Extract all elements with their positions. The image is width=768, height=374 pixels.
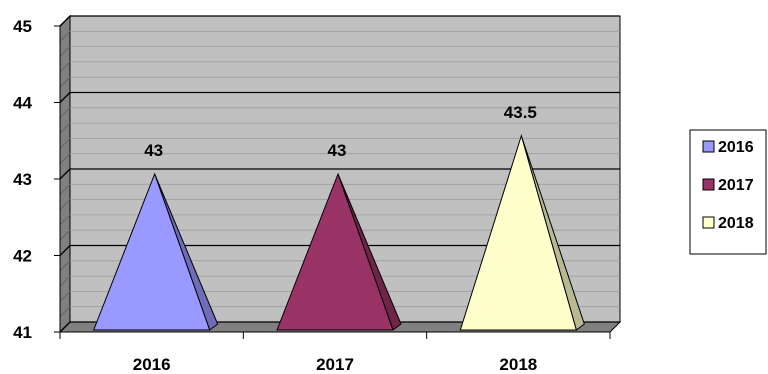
y-tick-label: 41: [13, 323, 32, 342]
legend-label-2016: 2016: [718, 139, 754, 156]
gridline-minor-side: [59, 199, 71, 210]
pyramid-front-face: [92, 172, 211, 331]
gridline-minor-side: [59, 275, 71, 287]
y-tick-label: 44: [13, 94, 32, 113]
gridline-minor-side: [59, 229, 71, 241]
legend-label-2018: 2018: [718, 215, 754, 232]
gridline-minor-side: [59, 214, 71, 226]
gridline-minor-side: [59, 153, 71, 164]
gridline-minor-side: [59, 46, 71, 57]
legend-swatch-2017: [702, 178, 715, 191]
pyramid-front-face: [459, 134, 577, 331]
data-label-2018: 43.5: [504, 103, 537, 122]
legend-swatch-2018: [702, 216, 715, 229]
y-tick-label: 43: [13, 170, 32, 189]
pyramid-2017: [276, 172, 402, 331]
data-label-2017: 43: [328, 141, 347, 160]
x-axis: 2016 2017 2018: [59, 331, 611, 374]
data-label-2016: 43: [144, 141, 163, 160]
x-tick-label: 2016: [133, 355, 171, 374]
gridline-minor-side: [59, 306, 71, 317]
gridline-major-side: [59, 92, 71, 103]
pyramid-2016: [92, 172, 219, 331]
gridline-minor-side: [59, 31, 71, 42]
gridline-minor-side: [59, 184, 71, 195]
gridline-major-side: [59, 321, 71, 333]
x-tick-label: 2017: [316, 355, 354, 374]
gridline-major-side: [59, 245, 71, 256]
gridline-major-side: [59, 168, 71, 180]
legend-swatch-2016: [702, 140, 715, 153]
data-labels: 43 43 43.5: [144, 103, 537, 160]
y-tick-label: 45: [13, 17, 32, 36]
legend: 2016 2017 2018: [689, 129, 767, 255]
pyramid-front-face: [276, 172, 394, 331]
gridline-minor-side: [59, 260, 71, 272]
gridline-minor-side: [59, 291, 71, 302]
gridline-minor-side: [59, 76, 71, 88]
gridline-minor-side: [59, 138, 71, 149]
pyramids: [92, 134, 585, 331]
gridline-minor-side: [59, 61, 71, 73]
gridline-minor-side: [59, 122, 71, 134]
pyramid-2018: [459, 134, 585, 331]
legend-label-2017: 2017: [718, 177, 754, 194]
x-tick-label: 2018: [499, 355, 537, 374]
y-axis: 41 42 43 44 45: [13, 17, 61, 342]
gridline-major-side: [59, 15, 71, 27]
gridline-minor-side: [59, 107, 71, 119]
y-tick-label: 42: [13, 247, 32, 266]
